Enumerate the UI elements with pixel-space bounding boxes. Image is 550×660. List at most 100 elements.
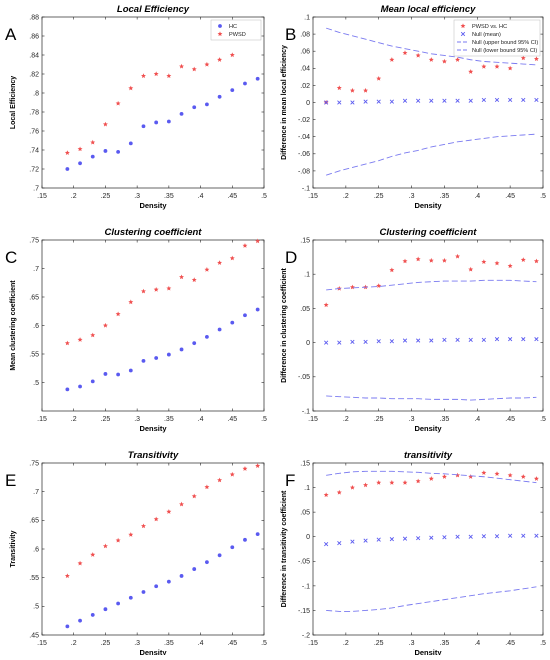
- series-2: [326, 279, 537, 291]
- legend-label: Null (upper bound 95% CI): [472, 40, 538, 46]
- data-point: [90, 552, 96, 557]
- y-tick-label: .05: [300, 306, 310, 313]
- data-point: [350, 339, 355, 345]
- y-tick-label: .7: [33, 185, 39, 192]
- data-point: [363, 87, 369, 93]
- data-point: [508, 533, 513, 538]
- data-point: [116, 601, 121, 606]
- legend-swatch: [217, 31, 223, 37]
- x-tick-label: .15: [308, 193, 318, 200]
- data-point: [179, 63, 185, 69]
- x-tick-label: .3: [134, 640, 140, 647]
- data-point: [494, 337, 500, 342]
- series-2: [326, 27, 537, 66]
- legend-label: PWSD: [229, 32, 246, 38]
- series-2: [326, 470, 537, 484]
- series-1: [324, 337, 539, 345]
- data-point: [520, 257, 526, 262]
- x-tick-label: .4: [198, 640, 204, 647]
- y-axis-label: Difference in mean local efficiency: [281, 45, 288, 160]
- y-tick-label: .7: [33, 266, 39, 273]
- data-point: [376, 99, 381, 104]
- legend-item: PWSD: [217, 31, 246, 38]
- data-point: [455, 57, 461, 62]
- y-tick-label: -.04: [298, 134, 310, 141]
- series-0: [323, 50, 539, 105]
- data-point: [494, 260, 500, 266]
- x-tick-label: .2: [71, 640, 77, 647]
- y-tick-label: .06: [300, 49, 310, 56]
- data-point: [78, 618, 82, 623]
- series-3: [326, 586, 537, 612]
- data-point: [166, 509, 172, 514]
- x-tick-label: .45: [505, 640, 515, 647]
- y-tick-label: .88: [29, 14, 39, 21]
- data-point: [323, 302, 329, 308]
- series-line: [326, 27, 537, 66]
- data-point: [494, 63, 500, 69]
- data-point: [217, 94, 222, 99]
- data-point: [77, 337, 83, 342]
- x-tick-label: .2: [71, 416, 77, 423]
- data-point: [363, 482, 369, 488]
- data-point: [255, 532, 260, 536]
- data-point: [429, 98, 434, 103]
- y-tick-label: -.1: [302, 583, 310, 590]
- data-point: [102, 543, 108, 549]
- legend-swatch: [460, 23, 466, 29]
- data-point: [217, 327, 222, 332]
- data-point: [455, 534, 460, 539]
- series-1: [64, 463, 261, 579]
- y-tick-label: .02: [300, 83, 310, 90]
- chart-panel-b: B Mean local efficiency .15 .2 .25 .3 .35 .4 .45…: [281, 4, 546, 210]
- chart-title: Clustering coefficient: [105, 227, 203, 238]
- data-point: [103, 149, 108, 153]
- data-point: [255, 238, 261, 244]
- legend-label: Null (mean): [472, 32, 501, 38]
- x-axis-label: Density: [139, 201, 167, 210]
- legend-box: [210, 19, 262, 41]
- y-tick-label: .1: [304, 272, 310, 279]
- legend-swatch: [218, 24, 222, 28]
- plot-area: [41, 462, 265, 636]
- data-point: [102, 121, 108, 127]
- data-point: [128, 299, 134, 305]
- data-point: [402, 50, 408, 56]
- x-tick-label: .45: [227, 193, 237, 200]
- data-point: [255, 463, 261, 468]
- data-point: [468, 337, 473, 342]
- x-tick-label: .2: [343, 640, 349, 647]
- x-tick-label: .5: [540, 416, 546, 423]
- x-tick-label: .25: [101, 416, 111, 423]
- data-point: [402, 98, 408, 103]
- data-point: [363, 99, 368, 104]
- data-point: [90, 613, 95, 617]
- data-point: [533, 476, 539, 481]
- data-point: [64, 150, 70, 155]
- data-point: [337, 340, 342, 345]
- data-point: [78, 161, 82, 166]
- chart-panel-c: C Clustering coefficient .15 .2 .25 .3 .35 .4 .4…: [5, 227, 267, 433]
- chart-title: Clustering coefficient: [380, 227, 478, 238]
- data-point: [376, 480, 382, 485]
- data-point: [243, 313, 247, 318]
- data-point: [468, 69, 474, 74]
- y-tick-label: .74: [29, 147, 39, 154]
- data-point: [363, 538, 368, 543]
- chart-panel-e: E Transitivity .15 .2 .25 .3 .35 .4 .45 .5 .45 .5 .5…: [5, 450, 267, 657]
- data-point: [416, 98, 421, 103]
- plot-area: [41, 239, 265, 412]
- data-point: [205, 335, 209, 339]
- data-point: [205, 102, 209, 107]
- y-tick-label: .7: [33, 489, 39, 496]
- data-point: [494, 534, 500, 539]
- x-tick-label: .15: [308, 416, 318, 423]
- data-point: [442, 337, 447, 342]
- x-tick-label: .5: [261, 193, 267, 200]
- y-tick-label: .5: [33, 604, 39, 611]
- chart-title: Transitivity: [128, 450, 179, 461]
- data-point: [415, 52, 421, 58]
- series-line: [326, 133, 537, 176]
- data-point: [481, 259, 487, 264]
